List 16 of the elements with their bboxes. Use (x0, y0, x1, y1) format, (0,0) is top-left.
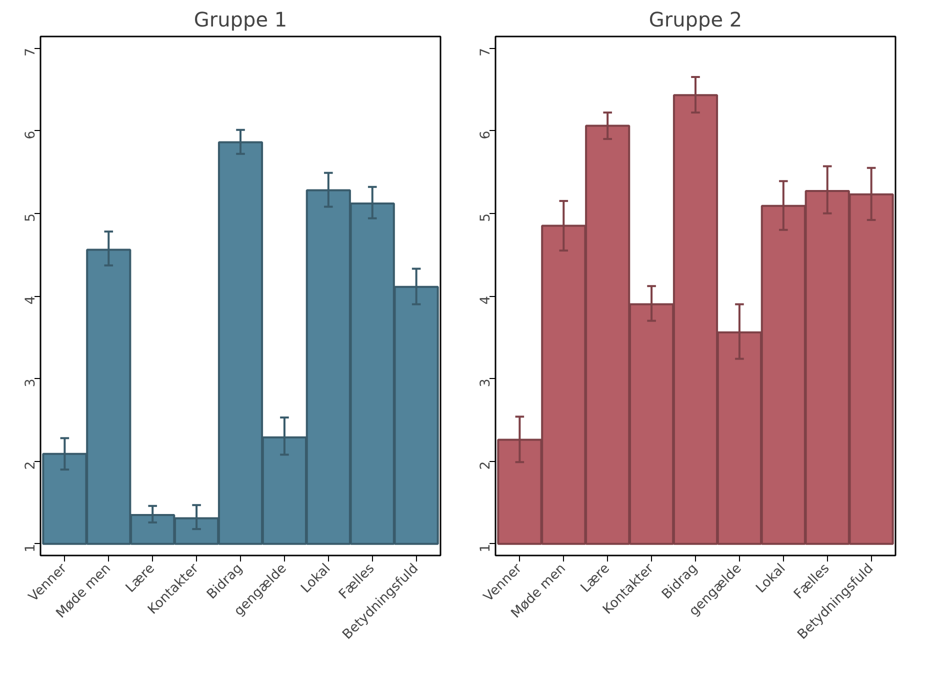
y-tick-label: 3 (24, 378, 38, 388)
y-tick-label: 2 (24, 461, 38, 470)
y-tick-label: 7 (24, 48, 38, 57)
y-tick-label: 5 (478, 213, 494, 222)
y-tick-label: 5 (24, 213, 38, 222)
y-tick-label: 1 (24, 544, 38, 552)
y-tick-label: 4 (24, 296, 38, 304)
y-tick-label: 4 (478, 296, 494, 304)
chart-title: Gruppe 2 (648, 8, 742, 32)
y-tick-label: 2 (478, 461, 494, 470)
y-tick-label: 6 (24, 130, 38, 140)
y-tick-label: 1 (478, 544, 494, 552)
y-tick-label: 3 (478, 378, 494, 388)
chart-title: Gruppe 1 (194, 8, 288, 32)
y-tick-label: 7 (478, 48, 494, 57)
y-tick-label: 6 (478, 130, 494, 140)
